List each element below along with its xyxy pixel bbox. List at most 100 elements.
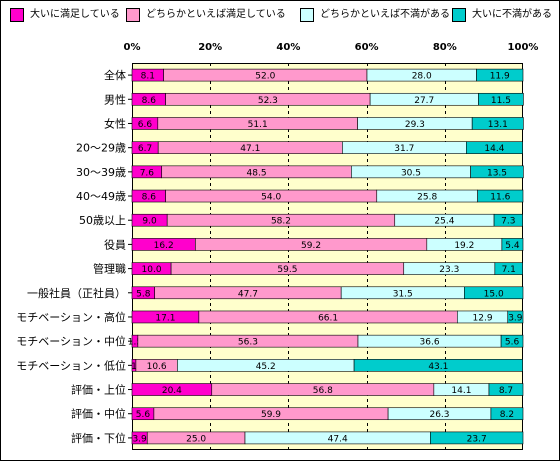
x-tick-label: 100%	[508, 42, 539, 53]
bar-segment	[488, 383, 524, 396]
category-label: 30～39歳	[76, 166, 126, 179]
category-label: 評価・中位	[71, 407, 126, 421]
bar-segment	[500, 334, 524, 348]
legend-swatch	[126, 8, 140, 22]
bar-segment	[507, 310, 524, 324]
data-label: 11.9	[490, 72, 510, 82]
data-label: 11.6	[490, 193, 510, 203]
data-label: 56.3	[238, 338, 258, 348]
bar-segment	[471, 117, 524, 130]
data-label: 8.6	[142, 193, 157, 203]
data-label: 12.9	[473, 313, 493, 323]
data-label: 8.1	[141, 72, 155, 82]
data-label: 8.6	[142, 96, 157, 106]
data-label: 7.3	[501, 217, 515, 227]
data-label: 9.0	[142, 217, 157, 227]
bar-segment	[464, 286, 524, 300]
category-label: モチベーション・中位	[16, 334, 126, 348]
data-label: 20.4	[162, 386, 182, 396]
data-label: 52.0	[255, 72, 275, 82]
bar-segment	[478, 92, 524, 106]
data-label: 30.5	[401, 168, 421, 178]
data-label: 29.3	[405, 120, 425, 130]
data-label: 25.0	[186, 434, 206, 444]
category-label: 男性	[104, 92, 126, 106]
data-label: 13.1	[488, 120, 508, 130]
category-label: モチベーション・高位	[16, 310, 126, 324]
x-tick-label: 0%	[124, 42, 141, 53]
category-label: 女性	[104, 116, 126, 130]
bar-segment	[490, 407, 524, 421]
data-label: 36.6	[420, 338, 440, 348]
data-label: 59.2	[301, 241, 321, 251]
data-label: 47.1	[240, 144, 260, 154]
legend: 大いに満足している どちらかといえば満足している どちらかといえば不満がある 大…	[0, 0, 558, 30]
data-label: 10.0	[142, 265, 162, 275]
data-label: 1	[131, 362, 137, 372]
data-label: 10.6	[147, 362, 167, 372]
data-label: 13.5	[487, 168, 507, 178]
data-label: 47.4	[328, 434, 348, 444]
data-label: 5.4	[505, 241, 520, 251]
data-label: 25.8	[417, 193, 437, 203]
data-label: 52.3	[258, 96, 278, 106]
data-label: 56.8	[313, 386, 333, 396]
bar-segment	[501, 238, 524, 251]
data-label: 8.7	[499, 386, 513, 396]
data-label: 8.2	[500, 410, 514, 420]
category-label: モチベーション・低位	[16, 358, 126, 372]
data-label: 27.7	[414, 96, 434, 106]
legend-swatch	[300, 8, 314, 22]
data-label: 11.5	[491, 96, 511, 106]
category-label: 管理職	[93, 262, 126, 276]
legend-label: どちらかといえば不満がある	[320, 9, 450, 20]
data-label: 6.7	[138, 144, 152, 154]
data-label: 3.9	[508, 313, 523, 323]
data-label: 23.7	[467, 434, 487, 444]
bar-segment	[470, 165, 524, 179]
data-label: 14.4	[484, 144, 504, 154]
bar-segment	[476, 68, 524, 82]
data-label: 59.9	[261, 410, 281, 420]
legend-swatch	[452, 8, 466, 22]
data-label: 45.2	[256, 362, 276, 372]
data-label: 25.4	[434, 217, 454, 227]
data-label: 58.2	[271, 217, 291, 227]
bar-segment	[477, 189, 524, 203]
category-label: 40～49歳	[76, 190, 126, 203]
data-label: 31.5	[393, 289, 413, 299]
data-label: 43.1	[428, 362, 448, 372]
legend-label: 大いに不満がある	[472, 9, 552, 20]
bar-segment	[493, 213, 523, 227]
x-tick-label: 40%	[276, 42, 300, 53]
x-tick-label: 20%	[198, 42, 222, 53]
data-label: 7.6	[140, 168, 155, 178]
legend-swatch	[10, 8, 24, 22]
data-label: 3.9	[132, 434, 147, 444]
legend-label: 大いに満足している	[30, 9, 120, 20]
x-tick-label: 60%	[355, 42, 379, 53]
data-label: 5.6	[505, 338, 520, 348]
data-label: 26.3	[429, 410, 449, 420]
category-label: 20～29歳	[76, 142, 126, 155]
data-label: 14.1	[451, 386, 471, 396]
legend-label: どちらかといえば満足している	[146, 9, 286, 20]
plot-border	[132, 63, 523, 450]
data-label: 5.6	[136, 410, 151, 420]
category-label: 50歳以上	[79, 214, 126, 227]
data-label: 5.8	[136, 289, 151, 299]
data-label: 17.1	[155, 313, 175, 323]
data-label: 7.1	[502, 265, 516, 275]
data-label: 54.0	[261, 193, 281, 203]
bar-segment	[353, 359, 523, 372]
bar-segment	[466, 141, 523, 154]
data-label: 48.5	[247, 168, 267, 178]
data-label: 59.5	[277, 265, 297, 275]
bar-segment	[494, 262, 523, 275]
data-label: 28.0	[412, 72, 432, 82]
category-label: 評価・上位	[71, 383, 126, 397]
category-label: 一般社員（正社員）	[27, 286, 126, 300]
category-label: 役員	[104, 237, 126, 251]
data-label: 23.3	[439, 265, 459, 275]
